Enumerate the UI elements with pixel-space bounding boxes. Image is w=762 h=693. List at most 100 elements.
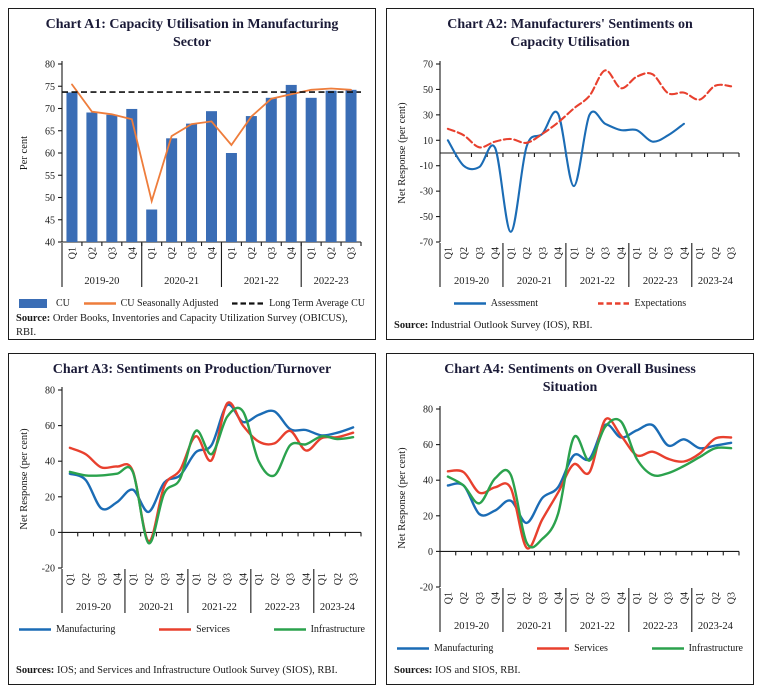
svg-text:40: 40: [45, 457, 55, 468]
svg-text:2023-24: 2023-24: [698, 276, 734, 287]
svg-text:-50: -50: [420, 212, 433, 223]
svg-text:Q3: Q3: [601, 247, 612, 259]
svg-text:Q2: Q2: [167, 247, 178, 259]
svg-text:Q1: Q1: [506, 247, 517, 259]
svg-text:Q4: Q4: [491, 592, 502, 604]
svg-text:Q1: Q1: [695, 247, 706, 259]
axis-labels: -20 0 20 40 60 80 Q1 Q2 Q3 Q4 Q1 Q2 Q3 Q4 Q1 Q2 Q3 Q4 Q1 Q2…: [420, 404, 738, 632]
legend-item-expectations: Expectations: [597, 297, 687, 309]
svg-text:Q1: Q1: [317, 573, 328, 585]
series-line-manufacturing: [68, 403, 355, 514]
svg-text:Q2: Q2: [459, 247, 470, 259]
series-bars-cu: [66, 84, 357, 242]
svg-text:30: 30: [423, 110, 433, 121]
svg-text:Q2: Q2: [522, 247, 533, 259]
svg-text:Q3: Q3: [601, 592, 612, 604]
svg-text:Q2: Q2: [711, 247, 722, 259]
svg-text:2021-22: 2021-22: [244, 276, 279, 287]
svg-text:-30: -30: [420, 187, 433, 198]
svg-text:Q1: Q1: [569, 247, 580, 259]
svg-text:Q2: Q2: [585, 592, 596, 604]
svg-text:70: 70: [423, 59, 433, 70]
chart-a2-plot: -70 -50 -30 -10 10 30 50 70 Q1 Q2 Q3 Q4 Q1 Q2 Q3 Q4 Q1 Q2…: [394, 56, 746, 297]
svg-text:Q3: Q3: [267, 247, 278, 259]
svg-text:0: 0: [428, 547, 433, 558]
svg-text:40: 40: [45, 237, 55, 248]
svg-text:Q2: Q2: [144, 573, 155, 585]
svg-text:60: 60: [423, 440, 433, 451]
legend-label: Long Term Average CU: [269, 297, 365, 309]
svg-text:Q2: Q2: [522, 592, 533, 604]
svg-text:20: 20: [423, 511, 433, 522]
svg-text:2023-24: 2023-24: [320, 602, 356, 613]
svg-text:Q1: Q1: [443, 247, 454, 259]
y-axis-title: Net Response (per cent): [397, 447, 408, 549]
svg-text:Q1: Q1: [254, 573, 265, 585]
legend-swatch-cu-seasonally-adjusted: [83, 302, 116, 305]
legend-item-cu: CU: [19, 298, 70, 309]
legend-label: Services: [574, 642, 608, 654]
chart-a3-canvas: -20 0 20 40 60 80 Q1 Q2 Q3 Q4 Q1 Q2 Q3 Q4 Q1 Q2 Q3 Q4 Q1 Q2…: [19, 386, 362, 614]
panel-chart-a1: Chart A1: Capacity Utilisation in Manufa…: [8, 8, 376, 340]
svg-text:80: 80: [423, 404, 433, 415]
svg-text:2020-21: 2020-21: [164, 276, 199, 287]
chart-a2-title: Chart A2: Manufacturers' Sentiments on C…: [447, 17, 693, 51]
legend-label: CU Seasonally Adjusted: [120, 297, 219, 309]
svg-text:Q4: Q4: [176, 573, 187, 585]
svg-text:Q4: Q4: [554, 592, 565, 604]
svg-text:0: 0: [50, 528, 55, 539]
svg-text:2023-24: 2023-24: [698, 621, 734, 632]
y-axis-title: Net Response (per cent): [19, 428, 30, 530]
source-text: IOS and SIOS, RBI.: [432, 665, 521, 677]
svg-text:Q3: Q3: [727, 247, 738, 259]
svg-text:60: 60: [45, 422, 55, 433]
legend-swatch-infrastructure: [273, 628, 306, 632]
svg-text:2020-21: 2020-21: [517, 276, 552, 287]
svg-text:Q1: Q1: [307, 247, 318, 259]
svg-text:Q3: Q3: [160, 573, 171, 585]
panel-chart-a3: Chart A3: Sentiments on Production/Turno…: [8, 353, 376, 685]
legend-swatch-cu: [19, 298, 47, 308]
svg-text:Q4: Q4: [113, 573, 124, 585]
legend-label: CU: [56, 297, 70, 309]
legend-swatch-long-term-average-cu: [232, 302, 265, 305]
chart-a2-canvas: -70 -50 -30 -10 10 30 50 70 Q1 Q2 Q3 Q4 Q1 Q2 Q3 Q4 Q1 Q2…: [397, 59, 740, 287]
year-dividers: [61, 569, 315, 614]
svg-text:Q3: Q3: [664, 247, 675, 259]
legend-swatch-assessment: [453, 302, 486, 305]
svg-text:Q2: Q2: [270, 573, 281, 585]
svg-text:Q4: Q4: [238, 573, 249, 585]
legend-label: Expectations: [634, 297, 687, 309]
chart-a3-title: Chart A3: Sentiments on Production/Turno…: [52, 362, 332, 377]
svg-text:Q2: Q2: [711, 592, 722, 604]
svg-text:65: 65: [45, 126, 55, 137]
svg-text:Q3: Q3: [97, 573, 108, 585]
svg-text:-10: -10: [420, 161, 433, 172]
axis-labels: 40 45 50 55 60 65 70 75 80 Q1 Q2 Q3 Q4 Q1 Q2 Q3 Q4 Q1 Q2 Q3…: [45, 59, 358, 287]
svg-text:Q1: Q1: [632, 592, 643, 604]
chart-a4-source: Sources: IOS and SIOS, RBI.: [394, 661, 746, 678]
source-text: Order Books, Inventories and Capacity Ut…: [16, 312, 348, 338]
svg-text:-20: -20: [420, 582, 433, 593]
axis-labels: -70 -50 -30 -10 10 30 50 70 Q1 Q2 Q3 Q4 Q1 Q2 Q3 Q4 Q1 Q2…: [420, 59, 738, 287]
chart-a1-title: Chart A1: Capacity Utilisation in Manufa…: [45, 17, 339, 51]
legend-item-services: Services: [159, 624, 230, 635]
legend-label: Infrastructure: [688, 642, 743, 654]
svg-text:Q2: Q2: [207, 573, 218, 585]
source-text: Industrial Outlook Survey (IOS), RBI.: [428, 320, 593, 332]
source-label: Sources:: [394, 665, 433, 677]
svg-text:Q4: Q4: [554, 247, 565, 259]
svg-text:Q1: Q1: [695, 592, 706, 604]
svg-text:Q3: Q3: [538, 592, 549, 604]
chart-a4-canvas: -20 0 20 40 60 80 Q1 Q2 Q3 Q4 Q1 Q2 Q3 Q4 Q1 Q2 Q3 Q4 Q1 Q2…: [397, 404, 740, 632]
svg-text:2019-20: 2019-20: [84, 276, 119, 287]
svg-text:70: 70: [45, 104, 55, 115]
svg-text:Q4: Q4: [127, 247, 138, 259]
legend-label: Services: [196, 624, 230, 636]
svg-text:10: 10: [423, 136, 433, 147]
series-line-manufacturing: [446, 423, 733, 525]
svg-text:2021-22: 2021-22: [580, 621, 615, 632]
series-line-infrastructure: [68, 407, 355, 545]
svg-text:Q3: Q3: [727, 592, 738, 604]
